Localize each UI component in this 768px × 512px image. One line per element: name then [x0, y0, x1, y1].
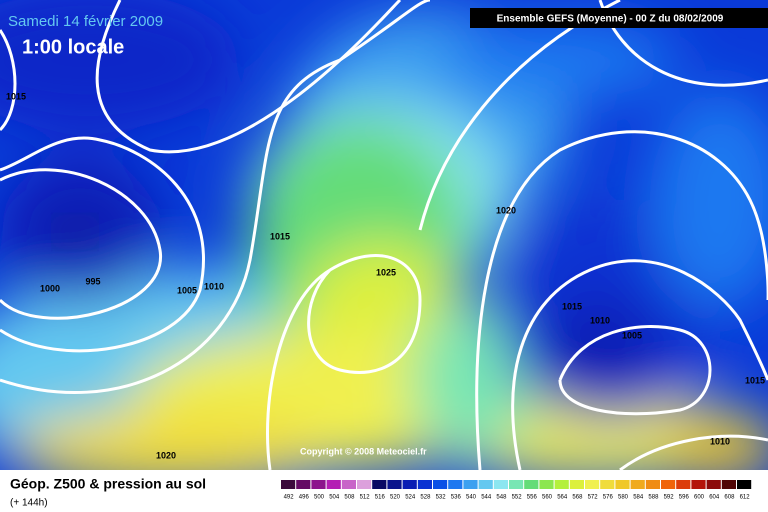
footer-subtitle: (+ 144h) [10, 498, 48, 509]
legend-swatch [341, 480, 356, 489]
legend-swatch [417, 480, 432, 489]
isobar-label: 1015 [270, 231, 290, 241]
isobar-label: 1015 [562, 301, 582, 311]
isobar-label: 1025 [376, 267, 396, 277]
run-info: Ensemble GEFS (Moyenne) - 00 Z du 08/02/… [497, 14, 724, 25]
footer-title: Géop. Z500 & pression au sol [10, 476, 206, 492]
legend-swatch [554, 480, 569, 489]
legend-label: 596 [679, 495, 690, 501]
isobar-label: 1015 [6, 91, 26, 101]
isobar-label: 1020 [496, 205, 516, 215]
legend-label: 584 [633, 495, 644, 501]
legend-label: 504 [329, 495, 340, 501]
field [0, 0, 768, 470]
legend-swatch [585, 480, 600, 489]
legend-label: 516 [375, 495, 386, 501]
isobar-label: 1020 [156, 450, 176, 460]
legend-label: 536 [451, 495, 462, 501]
legend-swatch [281, 480, 296, 489]
legend-label: 544 [481, 495, 492, 501]
legend-swatch [493, 480, 508, 489]
legend-label: 528 [420, 495, 431, 501]
legend-swatch [524, 480, 539, 489]
legend-label: 532 [436, 495, 447, 501]
isobar-label: 1010 [710, 436, 730, 446]
legend-label: 592 [664, 495, 675, 501]
legend-label: 572 [588, 495, 599, 501]
legend-swatch [478, 480, 493, 489]
isobar-label: 1015 [745, 375, 765, 385]
legend-label: 564 [557, 495, 568, 501]
isobar-label: 1010 [590, 315, 610, 325]
legend-swatch [296, 480, 311, 489]
legend-label: 576 [603, 495, 614, 501]
legend-swatch [630, 480, 645, 489]
legend-swatch [615, 480, 630, 489]
isobar-label: 1005 [622, 330, 642, 340]
legend-swatch [600, 480, 615, 489]
time: 1:00 locale [22, 36, 124, 58]
legend-swatch [372, 480, 387, 489]
legend-label: 604 [709, 495, 720, 501]
legend-swatch [326, 480, 341, 489]
legend-swatch [433, 480, 448, 489]
legend-swatch [539, 480, 554, 489]
legend-label: 608 [724, 495, 735, 501]
isobar-label: 1000 [40, 283, 60, 293]
legend-swatch [737, 480, 752, 489]
run-box [470, 8, 768, 28]
legend-swatch [463, 480, 478, 489]
legend-label: 548 [496, 495, 507, 501]
legend-swatch [721, 480, 736, 489]
legend-label: 556 [527, 495, 538, 501]
legend-label: 568 [572, 495, 583, 501]
isobar-label: 1005 [177, 285, 197, 295]
legend-swatch [676, 480, 691, 489]
date: Samedi 14 février 2009 [8, 13, 163, 30]
legend-label: 496 [299, 495, 310, 501]
legend-swatch [691, 480, 706, 489]
legend-label: 580 [618, 495, 629, 501]
legend-label: 600 [694, 495, 705, 501]
legend-label: 492 [284, 495, 295, 501]
legend-label: 508 [344, 495, 355, 501]
copyright: Copyright © 2008 Meteociel.fr [300, 446, 427, 456]
legend-label: 512 [360, 495, 371, 501]
isobar-labels: 1015 1000 995 1005 1010 1015 1025 1020 1015 1010 1… [6, 91, 765, 460]
legend-swatch [402, 480, 417, 489]
legend-swatch [706, 480, 721, 489]
legend-swatch [509, 480, 524, 489]
legend-label: 500 [314, 495, 325, 501]
legend-label: 560 [542, 495, 553, 501]
legend-swatch [645, 480, 660, 489]
legend-swatch [387, 480, 402, 489]
legend-label: 588 [648, 495, 659, 501]
legend-swatch [569, 480, 584, 489]
legend-swatch [357, 480, 372, 489]
legend-label: 520 [390, 495, 401, 501]
legend-label: 524 [405, 495, 416, 501]
legend-swatch [311, 480, 326, 489]
legend-label: 612 [740, 495, 751, 501]
legend-label: 552 [512, 495, 523, 501]
legend-swatch [661, 480, 676, 489]
color-legend: 492 496 500 504 508 512 516 520 524 528 532 536 540 5… [281, 480, 752, 501]
isobar-label: 995 [85, 276, 100, 286]
legend-swatch [448, 480, 463, 489]
legend-label: 540 [466, 495, 477, 501]
isobar-label: 1010 [204, 281, 224, 291]
